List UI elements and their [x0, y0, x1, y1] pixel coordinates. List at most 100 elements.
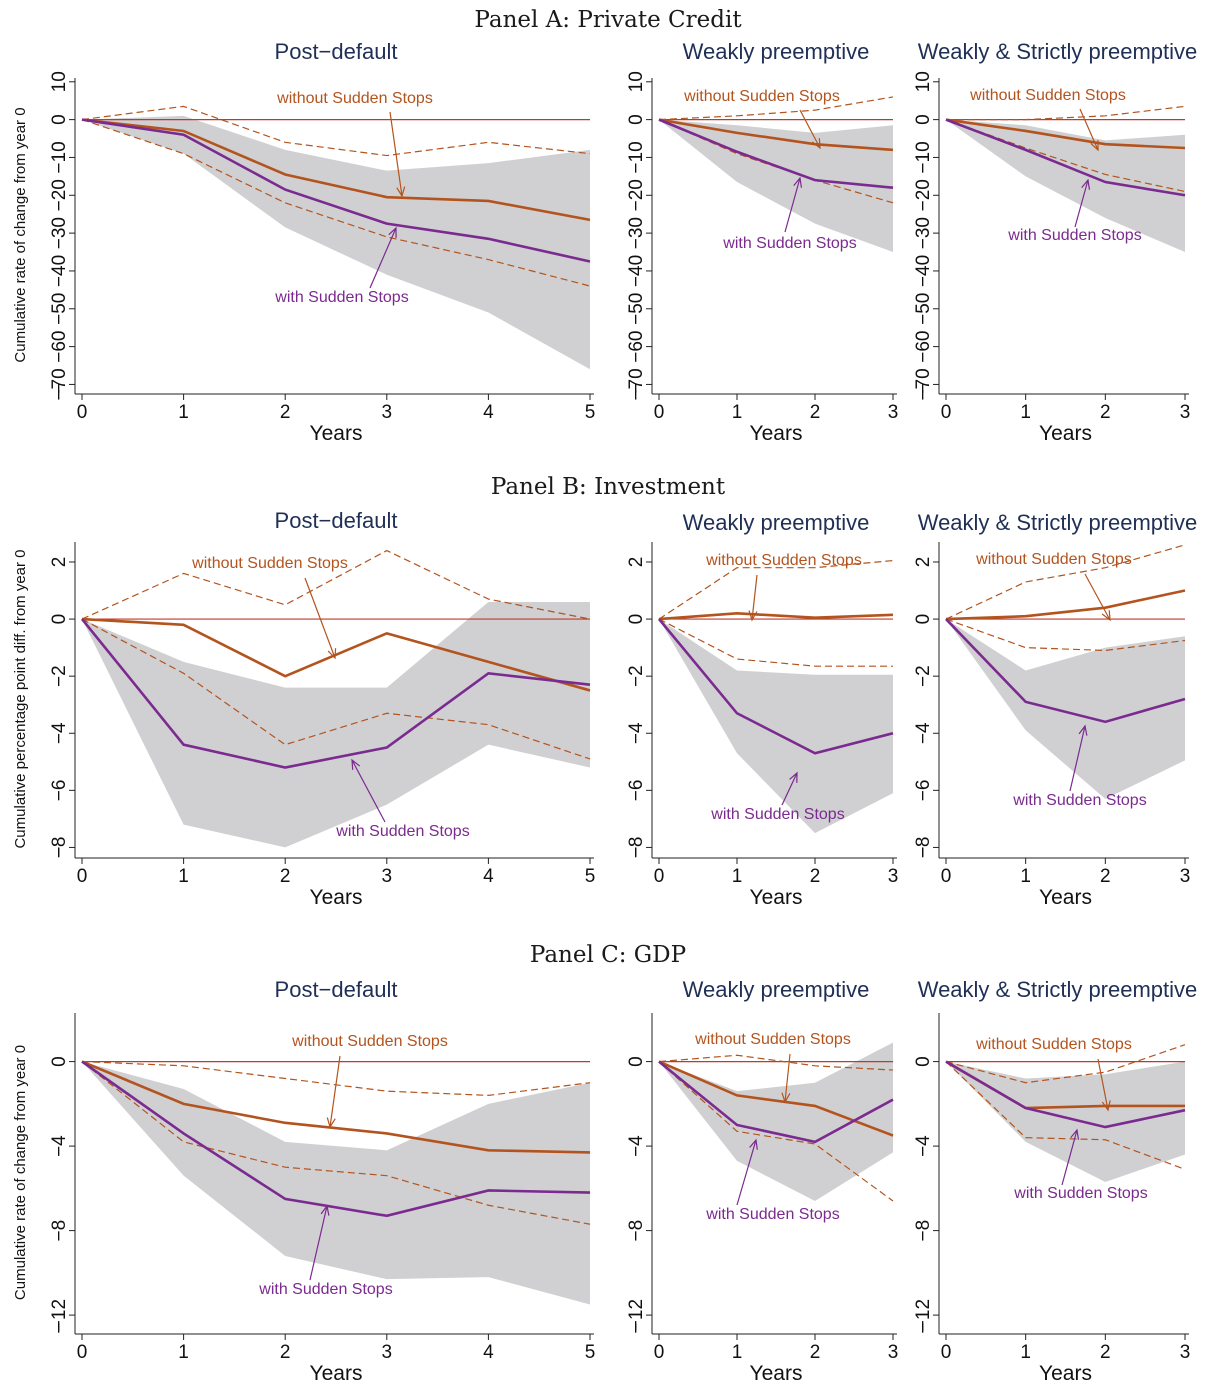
y-axis-end-mark: −: [913, 1322, 934, 1333]
subplot-title: Post−default: [275, 508, 398, 533]
arrow-with-sudden-stops: [781, 771, 798, 806]
subplot-title: Post−default: [275, 977, 398, 1002]
x-tick-label: 1: [1020, 402, 1031, 423]
y-axis-end-mark: −: [913, 846, 934, 857]
y-tick-label: −70: [913, 368, 934, 400]
confidence-band-with-sudden-stops: [659, 619, 893, 834]
annotation-without-sudden-stops: without Sudden Stops: [975, 551, 1132, 568]
arrow-shaft: [329, 1055, 341, 1128]
subplot-title: Post−default: [275, 39, 398, 64]
subplot-title: Weakly preemptive: [683, 39, 870, 64]
arrow-head: [326, 1117, 336, 1129]
y-tick-label: −8: [49, 1220, 70, 1242]
y-tick-label: −70: [49, 368, 70, 400]
y-tick-label: 0: [49, 614, 70, 625]
y-tick-label: −8: [49, 837, 70, 859]
arrow-with-sudden-stops: [351, 758, 386, 823]
y-tick-label: −40: [49, 255, 70, 287]
without-lower-bound: [658, 618, 893, 667]
y-tick-label: −6: [626, 780, 647, 802]
x-tick-label: 2: [280, 402, 291, 423]
y-tick-label: 10: [626, 71, 647, 92]
confidence-band-with-sudden-stops: [82, 115, 590, 370]
y-tick-label: 0: [913, 114, 934, 125]
y-tick-label: −50: [626, 293, 647, 325]
y-tick-label: 10: [913, 71, 934, 92]
x-tick-label: 1: [1020, 866, 1031, 887]
y-tick-label: 0: [626, 614, 647, 625]
series-line-with-sudden-stops: [81, 1060, 591, 1218]
arrow-head: [1101, 1100, 1111, 1112]
annotation-without-sudden-stops: without Sudden Stops: [276, 90, 433, 107]
confidence-band-with-sudden-stops: [82, 1061, 590, 1305]
arrow-without-sudden-stops: [799, 109, 821, 150]
x-tick-label: 1: [178, 402, 189, 423]
arrow-shaft: [781, 772, 798, 806]
y-tick-label: −30: [913, 217, 934, 249]
confidence-band-with-sudden-stops: [946, 119, 1185, 253]
annotation-with-sudden-stops: with Sudden Stops: [705, 1206, 839, 1223]
y-axis-end-mark: −: [626, 846, 647, 857]
x-tick-label: 4: [483, 402, 494, 423]
y-tick-label: −12: [49, 1299, 70, 1331]
arrow-shaft: [799, 109, 821, 149]
x-tick-label: 5: [585, 866, 596, 887]
x-tick-label: 2: [810, 402, 821, 423]
y-axis-label: Cumulative rate of change from year 0: [12, 107, 29, 362]
x-tick-label: 0: [77, 866, 88, 887]
without-lower-bound: [81, 618, 591, 760]
arrow-without-sudden-stops: [1079, 108, 1099, 152]
y-tick-label: −8: [626, 837, 647, 859]
y-tick-label: −60: [913, 330, 934, 362]
annotation-without-sudden-stops: without Sudden Stops: [705, 552, 862, 569]
x-tick-label: 3: [382, 402, 393, 423]
annotation-without-sudden-stops: without Sudden Stops: [191, 555, 348, 572]
subplot-title: Weakly & Strictly preemptive: [918, 510, 1198, 535]
y-axis-label: Cumulative rate of change from year 0: [12, 1045, 29, 1300]
y-tick-label: −30: [626, 217, 647, 249]
without-upper-bound: [945, 1044, 1186, 1084]
arrow-without-sudden-stops: [1097, 1058, 1111, 1112]
y-tick-label: −60: [49, 330, 70, 362]
annotation-with-sudden-stops: with Sudden Stops: [1007, 227, 1141, 244]
series-line-with-sudden-stops: [658, 118, 894, 190]
series-line-without-sudden-stops: [658, 612, 894, 621]
x-tick-label: 3: [888, 402, 899, 423]
annotation-without-sudden-stops: without Sudden Stops: [683, 88, 840, 105]
without-lower-bound: [81, 119, 591, 287]
y-tick-label: 0: [913, 614, 934, 625]
x-axis-label: Years: [1039, 886, 1092, 909]
x-axis-label: Years: [1039, 422, 1092, 445]
y-axis-end-mark: −: [626, 382, 647, 393]
arrow-head: [1078, 724, 1088, 736]
y-tick-label: −6: [49, 780, 70, 802]
without-upper-bound: [658, 96, 894, 121]
arrow-head: [388, 226, 397, 238]
x-tick-label: 4: [483, 1342, 494, 1363]
series-line-without-sudden-stops: [658, 118, 894, 152]
x-axis-label: Years: [310, 886, 363, 909]
y-axis-end-mark: −: [49, 846, 70, 857]
arrow-shaft: [351, 759, 386, 823]
y-tick-label: −50: [49, 293, 70, 325]
panel-title: Panel C: GDP: [530, 942, 686, 968]
y-tick-label: 0: [49, 114, 70, 125]
y-tick-label: −8: [626, 1220, 647, 1242]
arrow-head: [781, 1092, 791, 1104]
annotation-without-sudden-stops: without Sudden Stops: [694, 1031, 851, 1048]
y-tick-label: −12: [626, 1299, 647, 1331]
x-tick-label: 0: [941, 1342, 952, 1363]
annotation-without-sudden-stops: without Sudden Stops: [969, 87, 1126, 104]
arrow-head: [748, 610, 758, 622]
confidence-band-with-sudden-stops: [82, 601, 590, 848]
x-tick-label: 1: [732, 1342, 743, 1363]
annotation-with-sudden-stops: with Sudden Stops: [722, 235, 856, 252]
arrow-with-sudden-stops: [369, 226, 397, 289]
y-axis-end-mark: −: [626, 1322, 647, 1333]
x-tick-label: 3: [1180, 1342, 1191, 1363]
x-tick-label: 1: [178, 866, 189, 887]
x-axis-label: Years: [310, 422, 363, 445]
y-tick-label: −2: [49, 665, 70, 687]
